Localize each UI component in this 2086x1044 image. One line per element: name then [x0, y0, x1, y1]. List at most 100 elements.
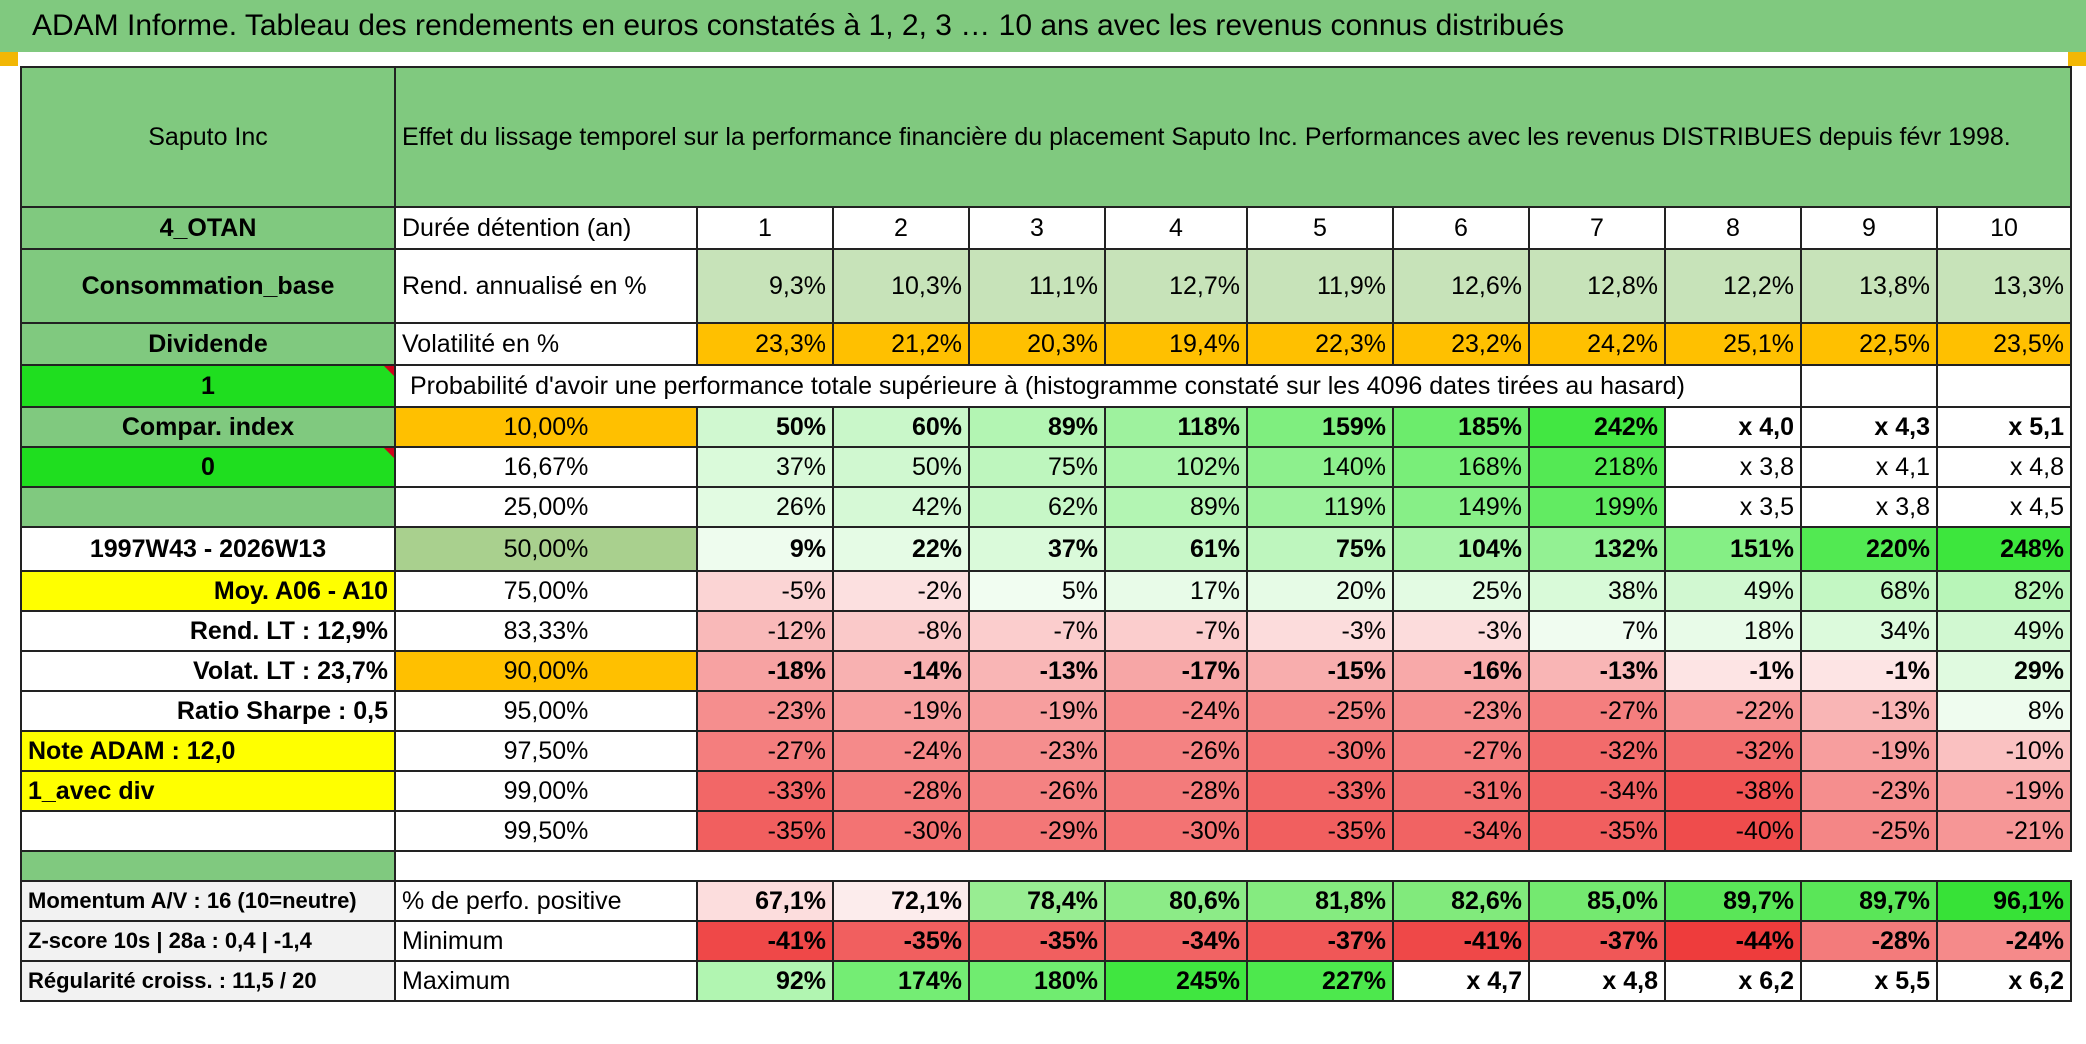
summary-cell: 180% [968, 960, 1106, 1002]
probability-cell: 5% [968, 570, 1106, 612]
option-one-cell[interactable]: 1 [20, 364, 396, 408]
duration-cell: 5 [1246, 206, 1394, 250]
report-banner: ADAM Informe. Tableau des rendements en … [0, 0, 2086, 52]
rend-cell: 13,8% [1800, 248, 1938, 324]
volatility-cell: 25,1% [1664, 322, 1802, 366]
probability-cell: -23% [696, 690, 834, 732]
rend-cell: 12,2% [1664, 248, 1802, 324]
probability-cell: x 3,8 [1800, 486, 1938, 528]
probability-cell: 89% [1104, 486, 1248, 528]
probability-cell: 168% [1392, 446, 1530, 488]
probability-cell: 75% [968, 446, 1106, 488]
probability-cell: -28% [1104, 770, 1248, 812]
probability-row: 0 16,67% 37% 50% 75% 102% 140% 168% 218% x 3,8 x 4… [20, 446, 2073, 488]
probability-cell: -16% [1392, 650, 1530, 692]
summary-cell: 85,0% [1528, 880, 1666, 922]
left-info-cell [20, 810, 396, 852]
probability-row: Rend. LT : 12,9% 83,33% -12% -8% -7% -7% -3% -3… [20, 610, 2073, 652]
probability-cell: 75% [1246, 526, 1394, 572]
probability-cell: -3% [1246, 610, 1394, 652]
probability-cell: -3% [1392, 610, 1530, 652]
probability-cell: 37% [696, 446, 834, 488]
probability-cell: 42% [832, 486, 970, 528]
probability-cell: -27% [696, 730, 834, 772]
left-info-cell: Moy. A06 - A10 [20, 570, 396, 612]
left-info-cell: 1_avec div [20, 770, 396, 812]
probability-row: 1997W43 - 2026W13 50,00% 9% 22% 37% 61% 75% 104… [20, 526, 2073, 572]
summary-cell: -44% [1664, 920, 1802, 962]
probability-cell: -25% [1800, 810, 1938, 852]
proba-title: Probabilité d'avoir une performance tota… [394, 364, 1802, 408]
rend-cell: 12,8% [1528, 248, 1666, 324]
summary-cell: x 4,8 [1528, 960, 1666, 1002]
probability-cell: x 4,1 [1800, 446, 1938, 488]
summary-info-cell: Momentum A/V : 16 (10=neutre) [20, 880, 396, 922]
probability-cell: 218% [1528, 446, 1666, 488]
empty-cell [1800, 364, 1938, 408]
left-info-cell: Rend. LT : 12,9% [20, 610, 396, 652]
probability-row: Note ADAM : 12,0 97,50% -27% -24% -23% -26% -3… [20, 730, 2073, 772]
probability-cell: -8% [832, 610, 970, 652]
probability-cell: -32% [1528, 730, 1666, 772]
probability-cell: 34% [1800, 610, 1938, 652]
probability-cell: 60% [832, 406, 970, 448]
probability-row: Compar. index 10,00% 50% 60% 89% 118% 159% 185%… [20, 406, 2073, 448]
summary-cell: x 6,2 [1664, 960, 1802, 1002]
probability-cell: 38% [1528, 570, 1666, 612]
probability-cell: x 4,0 [1664, 406, 1802, 448]
probability-cell: 140% [1246, 446, 1394, 488]
probability-cell: -13% [1528, 650, 1666, 692]
probability-cell: x 4,5 [1935, 486, 2073, 528]
probability-cell: 132% [1528, 526, 1666, 572]
summary-cell: -37% [1528, 920, 1666, 962]
probability-cell: 29% [1935, 650, 2073, 692]
spacer-cell [20, 850, 396, 882]
left-info-cell[interactable]: 0 [20, 446, 396, 488]
probability-row: Volat. LT : 23,7% 90,00% -18% -14% -13% -17% -… [20, 650, 2073, 692]
summary-cell: 245% [1104, 960, 1248, 1002]
probability-cell: -15% [1246, 650, 1394, 692]
probability-cell: -18% [696, 650, 834, 692]
volatility-row: Dividende Volatilité en % 23,3% 21,2% 20… [20, 322, 2073, 366]
probability-cell: -19% [968, 690, 1106, 732]
rend-cell: 10,3% [832, 248, 970, 324]
rend-cell: 12,6% [1392, 248, 1530, 324]
summary-cell: -35% [832, 920, 970, 962]
probability-cell: 20% [1246, 570, 1394, 612]
volatility-cell: 19,4% [1104, 322, 1248, 366]
probability-cell: -27% [1392, 730, 1530, 772]
probability-threshold: 90,00% [394, 650, 698, 692]
probability-cell: -38% [1664, 770, 1802, 812]
rend-cell: 9,3% [696, 248, 834, 324]
summary-cell: 81,8% [1246, 880, 1394, 922]
summary-cell: 227% [1246, 960, 1394, 1002]
code-label: 4_OTAN [20, 206, 396, 250]
probability-cell: 7% [1528, 610, 1666, 652]
summary-cell: -41% [696, 920, 834, 962]
probability-cell: -29% [968, 810, 1106, 852]
sector-label: Consommation_base [20, 248, 396, 324]
probability-cell: -5% [696, 570, 834, 612]
probability-cell: 82% [1935, 570, 2073, 612]
duration-cell: 2 [832, 206, 970, 250]
probability-cell: 68% [1800, 570, 1938, 612]
probability-cell: -28% [832, 770, 970, 812]
summary-label: Maximum [394, 960, 698, 1002]
duration-cell: 4 [1104, 206, 1248, 250]
probability-cell: -21% [1935, 810, 2073, 852]
probability-cell: -19% [1800, 730, 1938, 772]
summary-row: Z-score 10s | 28a : 0,4 | -1,4 Minimum -41… [20, 920, 2073, 962]
summary-cell: -28% [1800, 920, 1938, 962]
summary-cell: 89,7% [1800, 880, 1938, 922]
probability-threshold: 75,00% [394, 570, 698, 612]
duration-row: 4_OTAN Durée détention (an) 1 2 3 4 5 6 … [20, 206, 2073, 250]
probability-cell: 242% [1528, 406, 1666, 448]
probability-cell: -32% [1664, 730, 1802, 772]
summary-cell: 72,1% [832, 880, 970, 922]
empty-cell [1935, 364, 2073, 408]
probability-cell: 26% [696, 486, 834, 528]
corner-marker-left [0, 52, 18, 66]
stock-name: Saputo Inc [20, 66, 396, 208]
probability-cell: -23% [1392, 690, 1530, 732]
probability-cell: -7% [1104, 610, 1248, 652]
